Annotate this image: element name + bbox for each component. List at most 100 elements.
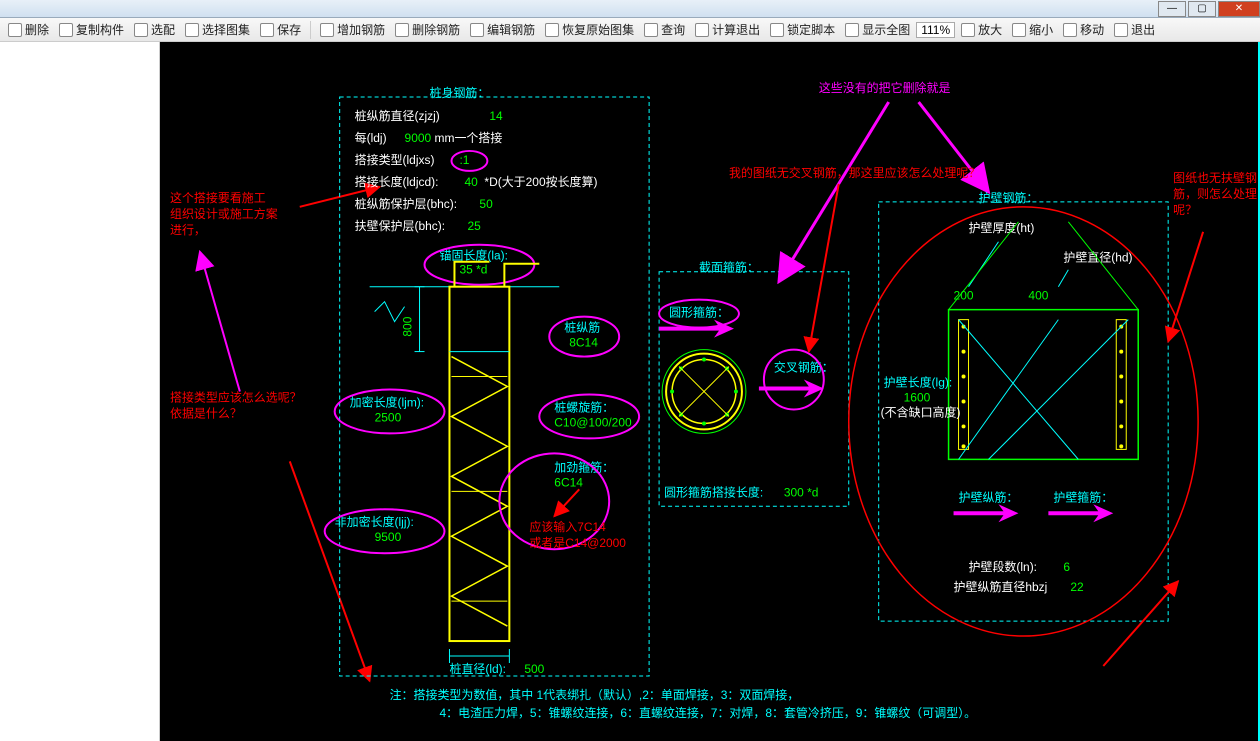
pile-body-title: 桩身钢筋：	[430, 85, 490, 100]
restore-icon	[545, 23, 559, 37]
main-toolbar: 删除 复制构件 选配 选择图集 保存 增加钢筋 删除钢筋 编辑钢筋 恢复原始图集…	[0, 18, 1260, 42]
del-rebar-icon	[395, 23, 409, 37]
match-icon	[134, 23, 148, 37]
delete-rebar-button[interactable]: 删除钢筋	[391, 19, 464, 40]
svg-text:非加密长度(ljj):: 非加密长度(ljj):	[335, 514, 414, 529]
svg-text:圆形箍筋：: 圆形箍筋：	[669, 305, 729, 320]
delete-button[interactable]: 删除	[4, 19, 53, 40]
l1a: 桩纵筋直径(zjzj)	[355, 108, 440, 123]
copy-component-button[interactable]: 复制构件	[55, 19, 128, 40]
svg-text:交叉钢筋：: 交叉钢筋：	[774, 360, 834, 375]
svg-text:6: 6	[1063, 560, 1070, 574]
svg-text:锚固长度(la):: 锚固长度(la):	[439, 248, 508, 263]
select-atlas-button[interactable]: 选择图集	[181, 19, 254, 40]
svg-text:护壁箍筋：: 护壁箍筋：	[1053, 489, 1113, 504]
svg-text:mm一个搭接: mm一个搭接	[435, 130, 503, 145]
svg-text:9500: 9500	[375, 530, 402, 544]
svg-text::1: :1	[459, 153, 469, 167]
svg-text:扶壁保护层(bhc):: 扶壁保护层(bhc):	[355, 218, 445, 233]
cad-drawing: 这个搭接要看施工组织设计或施工方案进行， 搭接类型应该怎么选呢？依据是什么？ 桩…	[160, 42, 1258, 741]
add-rebar-button[interactable]: 增加钢筋	[316, 19, 389, 40]
svg-text:500: 500	[524, 662, 544, 676]
show-all-button[interactable]: 显示全图	[841, 19, 914, 40]
svg-text:22: 22	[1070, 580, 1084, 594]
svg-text:400: 400	[1028, 289, 1048, 303]
workspace: 这个搭接要看施工组织设计或施工方案进行， 搭接类型应该怎么选呢？依据是什么？ 桩…	[0, 42, 1260, 741]
svg-text:圆形箍筋搭接长度:: 圆形箍筋搭接长度:	[664, 484, 763, 499]
add-icon	[320, 23, 334, 37]
svg-text:300 *d: 300 *d	[784, 485, 819, 499]
svg-text:护壁段数(ln):: 护壁段数(ln):	[969, 559, 1038, 574]
annotation-a1: 这个搭接要看施工组织设计或施工方案进行，	[170, 190, 278, 237]
footnote-l2: 4：电渣压力焊，5：锥螺纹连接，6：直螺纹连接，7：对焊，8：套管冷挤压，9：锥…	[439, 705, 976, 720]
svg-text:桩纵筋: 桩纵筋	[564, 320, 600, 335]
copy-icon	[59, 23, 73, 37]
save-icon	[260, 23, 274, 37]
svg-text:35 *d: 35 *d	[459, 263, 487, 277]
toolbar-separator	[310, 21, 311, 39]
drawing-canvas[interactable]: 这个搭接要看施工组织设计或施工方案进行， 搭接类型应该怎么选呢？依据是什么？ 桩…	[160, 42, 1260, 741]
move-button[interactable]: 移动	[1059, 19, 1108, 40]
svg-text:护壁纵筋直径hbzj: 护壁纵筋直径hbzj	[954, 579, 1048, 594]
svg-text:(不含缺口高度): (不含缺口高度)	[881, 404, 961, 419]
calc-exit-button[interactable]: 计算退出	[691, 19, 764, 40]
svg-text:2500: 2500	[375, 410, 402, 424]
svg-text:桩螺旋筋：: 桩螺旋筋：	[554, 399, 614, 414]
side-panel	[0, 42, 160, 741]
svg-text:40: 40	[464, 175, 478, 189]
lock-icon	[770, 23, 784, 37]
zoom-out-button[interactable]: 缩小	[1008, 19, 1057, 40]
svg-text:桩直径(ld):: 桩直径(ld):	[449, 661, 506, 676]
svg-text:搭接类型(ldjxs): 搭接类型(ldjxs)	[355, 152, 435, 167]
svg-text:护壁厚度(ht): 护壁厚度(ht)	[969, 220, 1035, 235]
wall-title: 护壁钢筋：	[979, 190, 1039, 205]
zoom-level[interactable]: 111%	[916, 22, 955, 38]
annotation-a5: 我的图纸无交叉钢筋，那这里应该怎么处理呢？	[729, 165, 980, 180]
annotation-a2: 搭接类型应该怎么选呢？依据是什么？	[170, 389, 302, 420]
svg-text:C10@100/200: C10@100/200	[554, 415, 632, 429]
query-icon	[644, 23, 658, 37]
svg-text:护壁直径(hd): 护壁直径(hd)	[1063, 250, 1132, 265]
maximize-button[interactable]: ▢	[1188, 1, 1216, 17]
calc-icon	[695, 23, 709, 37]
section-title: 截面箍筋：	[699, 260, 759, 275]
save-button[interactable]: 保存	[256, 19, 305, 40]
svg-text:加密长度(ljm):: 加密长度(ljm):	[350, 394, 424, 409]
annotation-a4: 这些没有的把它删除就是	[819, 80, 951, 95]
close-button[interactable]: ✕	[1218, 1, 1260, 17]
svg-text:8C14: 8C14	[569, 336, 598, 350]
lock-script-button[interactable]: 锁定脚本	[766, 19, 839, 40]
query-button[interactable]: 查询	[640, 19, 689, 40]
svg-text:桩纵筋保护层(bhc):: 桩纵筋保护层(bhc):	[355, 196, 457, 211]
match-button[interactable]: 选配	[130, 19, 179, 40]
svg-text:6C14: 6C14	[554, 475, 583, 489]
svg-text:50: 50	[479, 197, 493, 211]
restore-atlas-button[interactable]: 恢复原始图集	[541, 19, 638, 40]
exit-button[interactable]: 退出	[1110, 19, 1159, 40]
svg-text:每(ldj): 每(ldj)	[355, 130, 387, 145]
svg-text:1600: 1600	[904, 390, 931, 404]
svg-text:25: 25	[467, 219, 481, 233]
footnote-l1: 注：搭接类型为数值，其中 1代表绑扎（默认）,2：单面焊接，3：双面焊接，	[390, 687, 800, 702]
arrow-icon	[954, 504, 1019, 522]
edit-rebar-button[interactable]: 编辑钢筋	[466, 19, 539, 40]
show-all-icon	[845, 23, 859, 37]
svg-text:搭接长度(ldjcd):: 搭接长度(ldjcd):	[355, 174, 439, 189]
delete-icon	[8, 23, 22, 37]
annotation-a6: 图纸也无扶壁钢筋，则怎么处理呢？	[1173, 170, 1257, 217]
window-titlebar: — ▢ ✕	[0, 0, 1260, 18]
annotation-a3: 应该输入7C14或者是C14@2000	[529, 519, 626, 550]
svg-text:护壁长度(lg):: 护壁长度(lg):	[884, 375, 953, 390]
arrow-icon	[1048, 504, 1113, 522]
svg-text:800: 800	[401, 316, 415, 336]
exit-icon	[1114, 23, 1128, 37]
zoom-in-button[interactable]: 放大	[957, 19, 1006, 40]
zoom-out-icon	[1012, 23, 1026, 37]
move-icon	[1063, 23, 1077, 37]
svg-text:*D(大于200按长度算): *D(大于200按长度算)	[484, 174, 597, 189]
edit-icon	[470, 23, 484, 37]
zoom-in-icon	[961, 23, 975, 37]
svg-text:9000: 9000	[405, 131, 432, 145]
minimize-button[interactable]: —	[1158, 1, 1186, 17]
atlas-icon	[185, 23, 199, 37]
